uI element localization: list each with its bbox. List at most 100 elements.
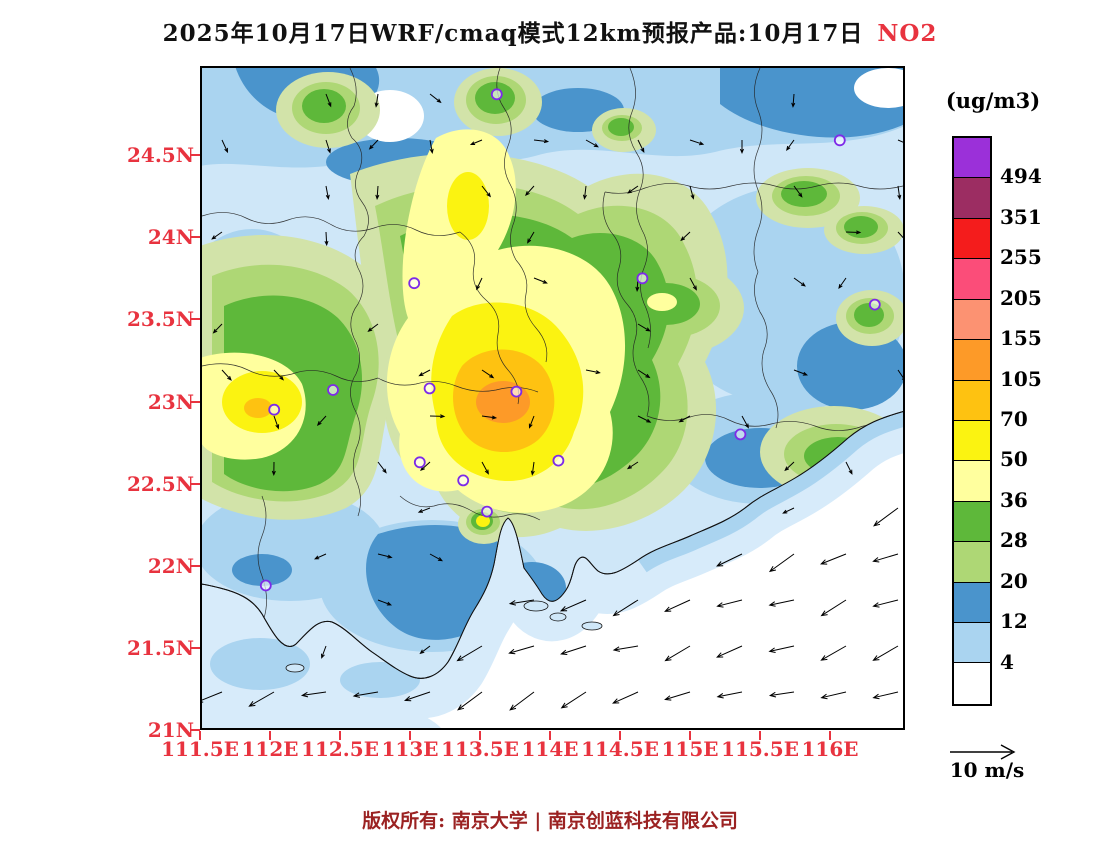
wind-arrow — [481, 415, 498, 420]
colorbar-unit-label: (ug/m3) — [945, 88, 1041, 113]
wind-arrow — [768, 691, 795, 698]
wind-arrow — [481, 369, 495, 379]
lat-axis-tick — [190, 482, 200, 485]
city-markers-layer — [259, 88, 881, 592]
colorbar-level-label: 105 — [1000, 366, 1042, 391]
wind-arrow — [530, 461, 535, 476]
wind-arrow — [664, 599, 691, 612]
wind-arrow — [457, 691, 483, 711]
wind-arrow — [768, 645, 795, 653]
city-marker — [490, 88, 503, 101]
wind-reference-arrow — [950, 744, 1016, 760]
wind-arrow — [560, 691, 587, 709]
wind-arrow — [612, 599, 639, 617]
lat-axis-label: 24N — [147, 225, 194, 250]
lon-axis-tick — [759, 731, 761, 740]
wind-arrow — [820, 645, 847, 661]
wind-arrow — [314, 553, 327, 560]
wind-arrow — [585, 139, 599, 148]
lat-axis-label: 24.5N — [127, 143, 194, 168]
wind-arrow — [820, 599, 847, 617]
lon-axis-label: 115E — [661, 737, 719, 761]
colorbar-level-label: 4 — [1000, 649, 1014, 674]
wind-arrow — [689, 139, 705, 146]
wind-arrow — [786, 139, 795, 151]
lon-axis-tick — [339, 731, 341, 740]
wind-arrow — [273, 369, 284, 381]
chart-title: 2025年10月17日WRF/cmaq模式12km预报产品:10月17日 NO2 — [0, 14, 1100, 48]
wind-arrow — [716, 645, 743, 658]
lon-axis-label: 111.5E — [161, 737, 239, 761]
wind-arrow — [637, 323, 651, 332]
city-marker — [408, 277, 421, 290]
wind-arrow — [845, 461, 853, 475]
lon-axis-tick — [829, 731, 831, 740]
wind-arrow — [791, 93, 796, 108]
lon-axis-label: 115.5E — [721, 737, 799, 761]
wind-arrow — [248, 691, 275, 707]
lat-axis-tick — [190, 154, 200, 157]
wind-arrow — [325, 93, 332, 108]
colorbar-level-label: 494 — [1000, 164, 1042, 189]
wind-arrow — [793, 369, 809, 376]
admin-boundaries — [201, 67, 904, 619]
wind-arrow — [678, 415, 691, 423]
colorbar-segment — [954, 340, 990, 381]
lon-axis-label: 113.5E — [441, 737, 519, 761]
wind-arrow — [528, 415, 535, 429]
wind-arrow — [820, 691, 847, 700]
colorbar-level-label: 155 — [1000, 326, 1042, 351]
wind-arrow — [533, 139, 550, 144]
wind-arrow — [481, 461, 489, 475]
city-marker — [457, 474, 470, 487]
colorbar-segment — [954, 259, 990, 300]
colorbar-segment — [954, 299, 990, 341]
wind-arrow — [375, 185, 380, 200]
wind-arrow — [689, 185, 695, 200]
wind-arrow — [527, 231, 535, 244]
wind-arrow — [664, 645, 691, 662]
city-marker — [510, 385, 523, 398]
wind-arrow — [782, 507, 795, 514]
wind-arrow — [872, 553, 899, 563]
city-marker — [327, 384, 339, 396]
wind-arrow — [300, 691, 327, 698]
colorbar-level-label: 36 — [1000, 487, 1028, 512]
wind-arrow — [716, 553, 743, 567]
wind-arrow — [271, 461, 276, 476]
wind-arrow — [429, 93, 442, 104]
wind-arrow — [508, 645, 535, 655]
wind-arrow — [509, 691, 535, 711]
colorbar-segment — [954, 178, 990, 219]
wind-arrow — [689, 277, 697, 291]
lat-axis-label: 22.5N — [127, 471, 194, 496]
wind-arrow — [872, 691, 899, 700]
city-marker — [734, 428, 747, 441]
wind-arrow — [374, 93, 379, 108]
islands — [285, 600, 603, 673]
wind-arrow — [768, 599, 795, 607]
wind-arrow — [716, 599, 743, 608]
wind-arrow — [211, 231, 223, 240]
colorbar-segment — [954, 542, 990, 583]
wind-arrow — [418, 369, 431, 377]
wind-arrow — [221, 139, 229, 154]
colorbar-level-label: 20 — [1000, 568, 1028, 593]
wind-arrow — [403, 691, 431, 702]
wind-arrow — [582, 185, 587, 200]
wind-arrows-layer — [196, 93, 912, 711]
wind-arrow — [429, 139, 434, 154]
wind-arrow — [419, 645, 431, 655]
city-marker — [552, 454, 565, 467]
colorbar-segment — [954, 420, 990, 462]
lat-axis-label: 21N — [147, 718, 194, 743]
wind-arrow — [872, 645, 899, 661]
wind-arrow — [368, 139, 379, 150]
chart-title-species: NO2 — [877, 20, 938, 47]
wind-arrow — [429, 414, 446, 419]
colorbar-segment — [954, 461, 990, 502]
colorbar-level-label: 70 — [1000, 407, 1028, 431]
wind-arrow — [873, 507, 899, 527]
wind-arrow — [793, 277, 806, 287]
